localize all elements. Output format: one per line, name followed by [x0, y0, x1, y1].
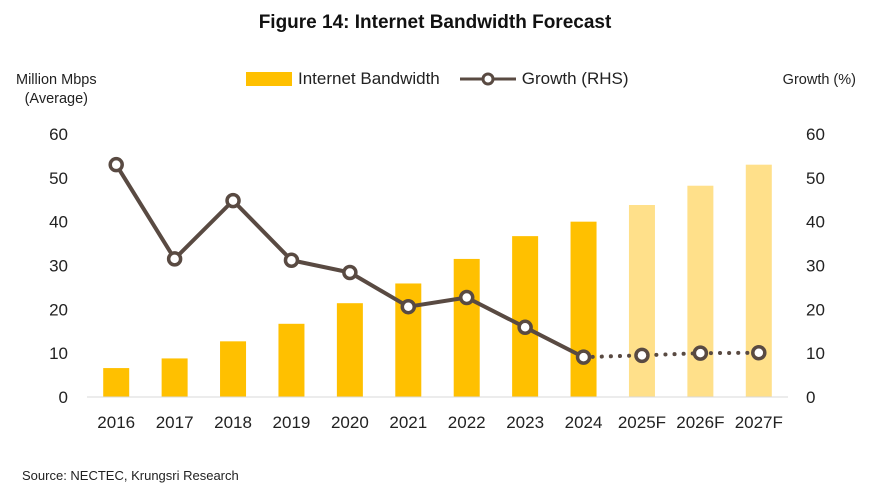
- bar: [628, 205, 655, 397]
- legend-swatch-line: [459, 72, 516, 86]
- x-tick-label: 2025F: [618, 413, 666, 432]
- y-tick-label-left: 20: [49, 300, 68, 319]
- y-tick-label-right: 0: [806, 388, 815, 407]
- bar: [278, 323, 305, 397]
- growth-point: [575, 349, 592, 365]
- y-tick-label-left: 50: [49, 169, 68, 188]
- legend-label-growth: Growth (RHS): [521, 69, 629, 88]
- chart-title: Figure 14: Internet Bandwidth Forecast: [258, 12, 612, 33]
- left-axis-label-line1: Million Mbps: [16, 72, 97, 88]
- growth-point: [751, 344, 767, 361]
- x-tick-label: 2019: [273, 413, 311, 432]
- source-note: Source: NECTEC, Krungsri Research: [22, 468, 239, 483]
- x-tick-label: 2016: [97, 413, 135, 432]
- y-tick-label-left: 0: [59, 388, 68, 407]
- y-tick-label-left: 60: [49, 125, 68, 144]
- legend-item-growth: Growth (RHS): [458, 69, 629, 89]
- growth-line-forecast: [581, 350, 761, 360]
- x-tick-label: 2018: [214, 413, 252, 432]
- legend-item-bandwidth: Internet Bandwidth: [246, 69, 440, 89]
- bar: [570, 221, 597, 397]
- growth-point: [283, 252, 300, 268]
- y-tick-label-left: 10: [49, 344, 68, 363]
- bar: [745, 164, 772, 397]
- y-tick-label-left: 40: [49, 213, 68, 232]
- bar: [687, 185, 714, 397]
- growth-point: [342, 264, 358, 281]
- y-tick-label-right: 60: [806, 125, 825, 144]
- growth-point: [692, 345, 709, 361]
- bar: [220, 341, 247, 397]
- growth-point: [517, 319, 533, 336]
- x-tick-label: 2026F: [676, 413, 724, 432]
- x-tick-label: 2022: [448, 413, 486, 432]
- y-tick-label-right: 40: [806, 213, 825, 232]
- y-tick-label-right: 50: [806, 169, 825, 188]
- x-tick-label: 2021: [389, 413, 427, 432]
- x-tick-label: 2023: [506, 413, 544, 432]
- growth-point: [225, 192, 241, 209]
- bar: [336, 303, 363, 397]
- y-tick-label-right: 20: [806, 300, 825, 319]
- legend-label-bandwidth: Internet Bandwidth: [298, 69, 440, 88]
- right-axis-label: Growth (%): [782, 72, 856, 88]
- x-tick-label: 2027F: [735, 413, 783, 432]
- x-tick-label: 2020: [331, 413, 369, 432]
- growth-point: [400, 298, 417, 315]
- y-tick-label-left: 30: [49, 257, 68, 276]
- legend-swatch-bar: [246, 72, 292, 86]
- left-axis-label-line2: (Average): [24, 91, 88, 107]
- x-tick-label: 2024: [565, 413, 603, 432]
- bar: [103, 368, 130, 397]
- y-tick-label-right: 30: [806, 257, 825, 276]
- growth-point: [108, 156, 124, 173]
- left-axis-label: Million Mbps (Average): [16, 71, 97, 109]
- bar: [512, 236, 539, 397]
- bar: [453, 258, 480, 397]
- growth-point: [166, 251, 183, 267]
- chart-legend: Internet Bandwidth Growth (RHS): [246, 69, 647, 89]
- growth-point: [458, 289, 475, 306]
- x-tick-label: 2017: [156, 413, 194, 432]
- bar: [161, 358, 188, 397]
- y-tick-label-right: 10: [806, 344, 825, 363]
- growth-point: [634, 347, 650, 364]
